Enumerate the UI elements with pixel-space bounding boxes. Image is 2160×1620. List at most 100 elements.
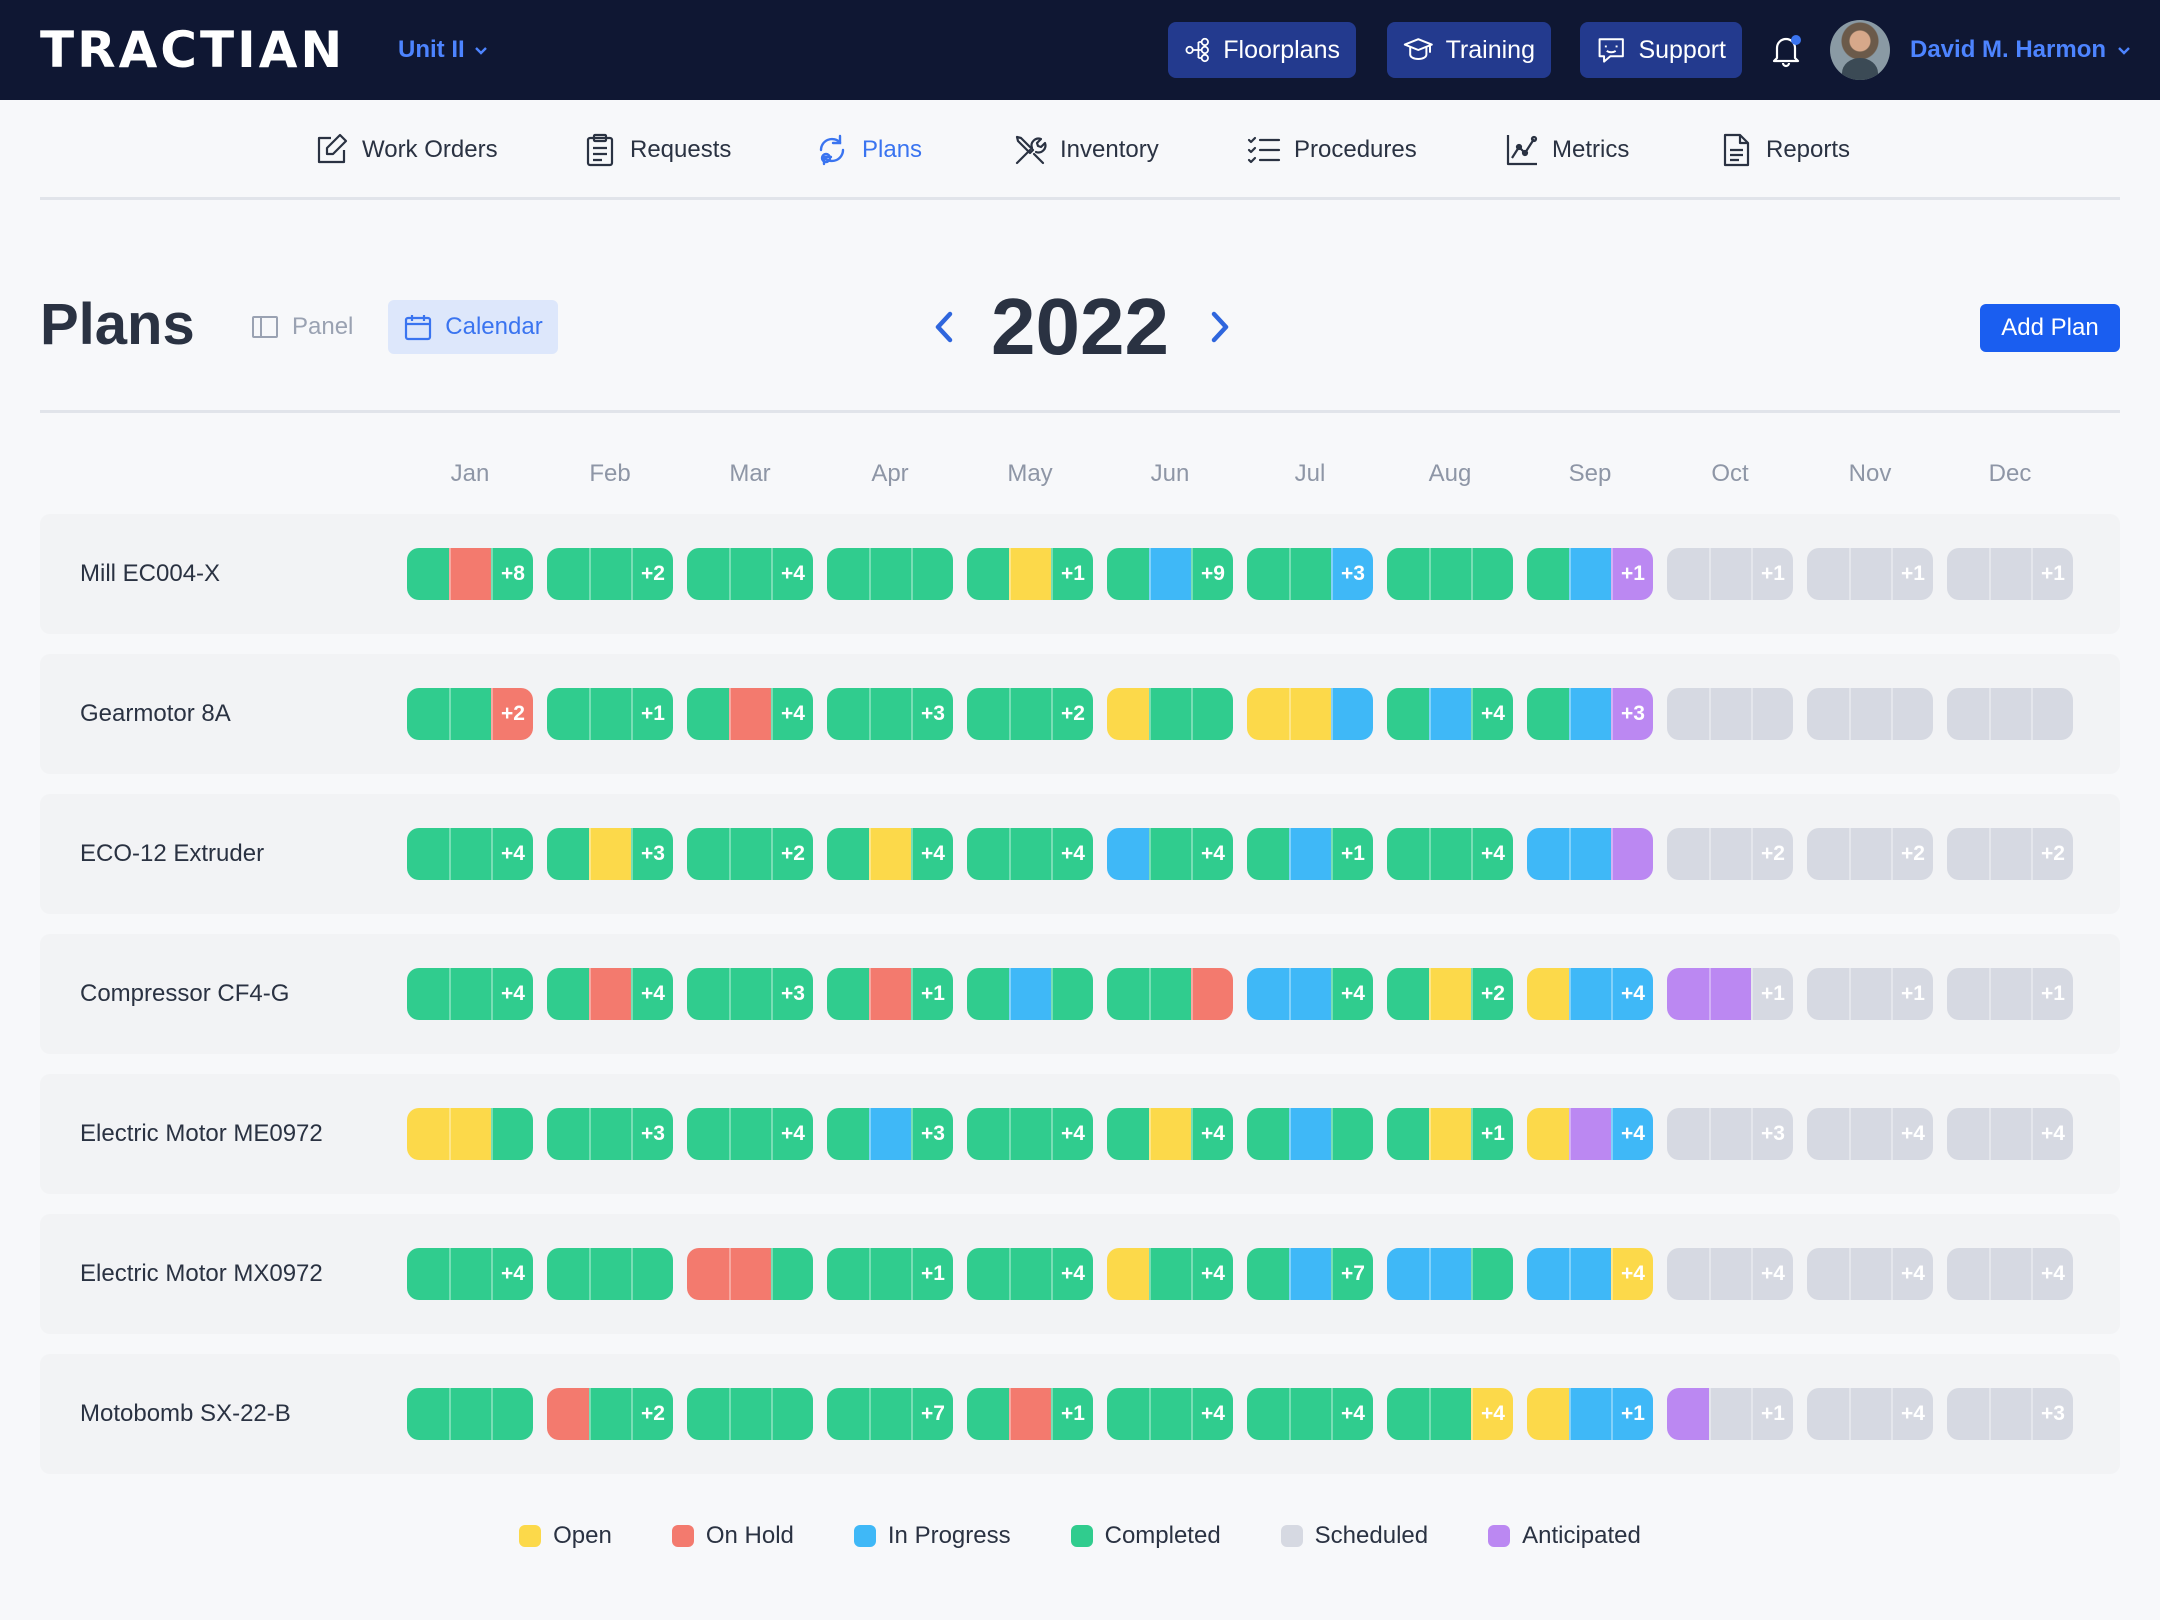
previous-year-chevron-icon[interactable]	[924, 302, 964, 352]
month-plan-group[interactable]: +1	[1947, 968, 2073, 1020]
month-plan-group[interactable]: +4	[827, 828, 953, 880]
plan-segment-overflow[interactable]: +3	[771, 968, 813, 1020]
month-plan-group[interactable]: +4	[1387, 1388, 1513, 1440]
notification-bell-icon[interactable]	[1768, 32, 1804, 68]
month-plan-group[interactable]: +9	[1107, 548, 1233, 600]
nav-procedures[interactable]: Procedures	[1246, 130, 1417, 170]
plan-segment-overflow[interactable]: +1	[911, 1248, 953, 1300]
month-plan-group[interactable]	[827, 548, 953, 600]
plan-segment[interactable]	[1947, 1108, 1989, 1160]
plan-segment[interactable]	[1191, 688, 1233, 740]
plan-segment[interactable]	[1429, 828, 1471, 880]
plan-segment[interactable]	[1849, 1388, 1891, 1440]
plan-segment[interactable]	[589, 828, 631, 880]
asset-name[interactable]: Electric Motor MX0972	[80, 1260, 323, 1287]
plan-segment[interactable]	[1387, 968, 1429, 1020]
plan-segment[interactable]	[827, 968, 869, 1020]
plan-segment[interactable]	[1751, 688, 1793, 740]
plan-segment[interactable]	[1569, 548, 1611, 600]
plan-segment-overflow[interactable]: +4	[1611, 1108, 1653, 1160]
plan-segment[interactable]	[1989, 968, 2031, 1020]
asset-name[interactable]: ECO-12 Extruder	[80, 840, 265, 867]
plan-segment-overflow[interactable]: +1	[1331, 828, 1373, 880]
plan-segment[interactable]	[1709, 688, 1751, 740]
month-plan-group[interactable]: +4	[1807, 1108, 1933, 1160]
plan-segment-overflow[interactable]: +1	[1051, 1388, 1093, 1440]
plan-segment[interactable]	[1429, 688, 1471, 740]
asset-name[interactable]: Motobomb SX-22-B	[80, 1400, 291, 1427]
plan-segment[interactable]	[589, 1248, 631, 1300]
plan-segment-overflow[interactable]: +2	[771, 828, 813, 880]
plan-segment[interactable]	[729, 548, 771, 600]
plan-segment[interactable]	[1247, 1248, 1289, 1300]
plan-segment[interactable]	[967, 688, 1009, 740]
month-plan-group[interactable]	[967, 968, 1093, 1020]
plan-segment[interactable]	[1989, 828, 2031, 880]
plan-segment[interactable]	[1709, 1108, 1751, 1160]
month-plan-group[interactable]: +2	[407, 688, 533, 740]
month-plan-group[interactable]: +4	[1387, 688, 1513, 740]
plan-segment[interactable]	[407, 1108, 449, 1160]
month-plan-group[interactable]	[407, 1108, 533, 1160]
month-plan-group[interactable]: +4	[1527, 1248, 1653, 1300]
plan-segment-overflow[interactable]: +1	[631, 688, 673, 740]
plan-segment[interactable]	[1667, 688, 1709, 740]
month-plan-group[interactable]: +2	[967, 688, 1093, 740]
plan-segment-overflow[interactable]: +1	[1051, 548, 1093, 600]
month-plan-group[interactable]: +3	[827, 1108, 953, 1160]
month-plan-group[interactable]: +4	[1527, 1108, 1653, 1160]
plan-segment[interactable]	[1247, 688, 1289, 740]
plan-segment[interactable]	[1709, 828, 1751, 880]
plan-segment[interactable]	[1471, 548, 1513, 600]
user-menu[interactable]: David M. Harmon	[1910, 30, 2132, 70]
plan-segment[interactable]	[1849, 1108, 1891, 1160]
plan-segment[interactable]	[1429, 968, 1471, 1020]
plan-segment[interactable]	[827, 1388, 869, 1440]
plan-segment[interactable]	[407, 968, 449, 1020]
plan-segment-overflow[interactable]: +1	[2031, 968, 2073, 1020]
plan-segment[interactable]	[1527, 548, 1569, 600]
month-plan-group[interactable]: +1	[1387, 1108, 1513, 1160]
plan-segment-overflow[interactable]: +4	[1191, 1108, 1233, 1160]
plan-segment[interactable]	[869, 968, 911, 1020]
month-plan-group[interactable]	[687, 1388, 813, 1440]
plan-segment[interactable]	[687, 1388, 729, 1440]
asset-name[interactable]: Electric Motor ME0972	[80, 1120, 323, 1147]
plan-segment[interactable]	[967, 828, 1009, 880]
month-plan-group[interactable]: +4	[1387, 828, 1513, 880]
plan-segment[interactable]	[827, 548, 869, 600]
plan-segment-overflow[interactable]: +2	[1051, 688, 1093, 740]
plan-segment[interactable]	[1331, 1108, 1373, 1160]
plan-segment-overflow[interactable]: +4	[1191, 828, 1233, 880]
month-plan-group[interactable]	[1387, 548, 1513, 600]
plan-segment[interactable]	[407, 1248, 449, 1300]
plan-segment[interactable]	[1947, 828, 1989, 880]
plan-segment[interactable]	[1107, 1108, 1149, 1160]
plan-segment-overflow[interactable]: +3	[631, 828, 673, 880]
plan-segment[interactable]	[869, 1248, 911, 1300]
month-plan-group[interactable]	[1247, 1108, 1373, 1160]
floorplans-button[interactable]: Floorplans	[1168, 22, 1356, 78]
plan-segment[interactable]	[1247, 968, 1289, 1020]
plan-segment[interactable]	[1667, 968, 1709, 1020]
next-year-chevron-icon[interactable]	[1200, 302, 1240, 352]
month-plan-group[interactable]: +4	[407, 828, 533, 880]
plan-segment[interactable]	[1569, 1108, 1611, 1160]
plan-segment[interactable]	[449, 968, 491, 1020]
plan-segment-overflow[interactable]: +1	[911, 968, 953, 1020]
month-plan-group[interactable]: +1	[1947, 548, 2073, 600]
tractian-logo[interactable]: TRACTIAN	[40, 21, 346, 79]
plan-segment[interactable]	[1009, 968, 1051, 1020]
plan-segment[interactable]	[1989, 1388, 2031, 1440]
plan-segment-overflow[interactable]: +2	[2031, 828, 2073, 880]
plan-segment-overflow[interactable]: +4	[2031, 1248, 2073, 1300]
plan-segment[interactable]	[1849, 1248, 1891, 1300]
plan-segment[interactable]	[589, 1108, 631, 1160]
month-plan-group[interactable]	[1947, 688, 2073, 740]
month-plan-group[interactable]: +1	[827, 1248, 953, 1300]
plan-segment[interactable]	[449, 688, 491, 740]
plan-segment[interactable]	[1989, 1248, 2031, 1300]
plan-segment[interactable]	[547, 828, 589, 880]
plan-segment[interactable]	[1387, 1108, 1429, 1160]
month-plan-group[interactable]: +1	[1667, 1388, 1793, 1440]
